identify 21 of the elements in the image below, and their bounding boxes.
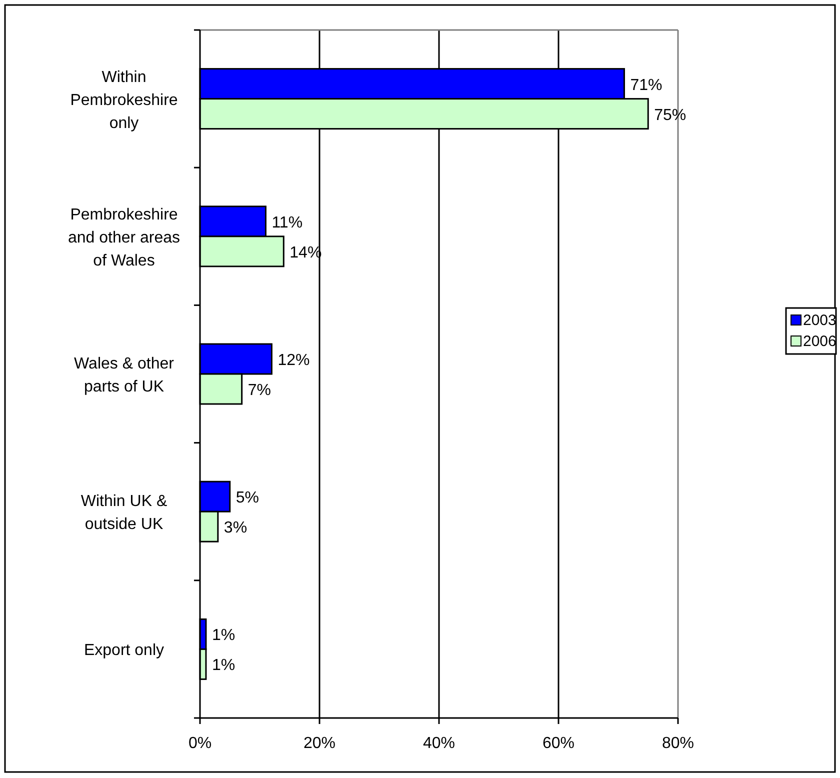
data-label: 3% — [224, 520, 248, 537]
data-label: 75% — [654, 106, 686, 124]
x-tick-label: 0% — [188, 735, 212, 752]
x-tick-label: 60% — [542, 735, 575, 752]
x-tick-label: 80% — [662, 735, 694, 752]
legend-label: 2003 — [803, 312, 836, 329]
x-tick-label: 20% — [303, 735, 336, 752]
data-label: 1% — [212, 627, 236, 644]
y-tick-label: Wales & other parts of UK — [74, 356, 175, 396]
data-label: 1% — [212, 657, 236, 674]
legend-label: 2006 — [803, 333, 836, 350]
y-tick-label: Export only — [84, 642, 164, 660]
data-label: 12% — [278, 352, 310, 369]
y-tick-label: Within UK & outside UK — [80, 493, 168, 534]
y-tick-label: Within Pembrokeshire only — [70, 68, 178, 132]
data-label: 71% — [630, 76, 662, 94]
data-label: 7% — [248, 382, 271, 399]
y-tick-label: Pembrokeshire and other areas of Wales — [68, 206, 180, 270]
data-label: 5% — [236, 490, 259, 507]
x-tick-label: 40% — [422, 735, 456, 752]
data-label: 11% — [272, 214, 303, 232]
